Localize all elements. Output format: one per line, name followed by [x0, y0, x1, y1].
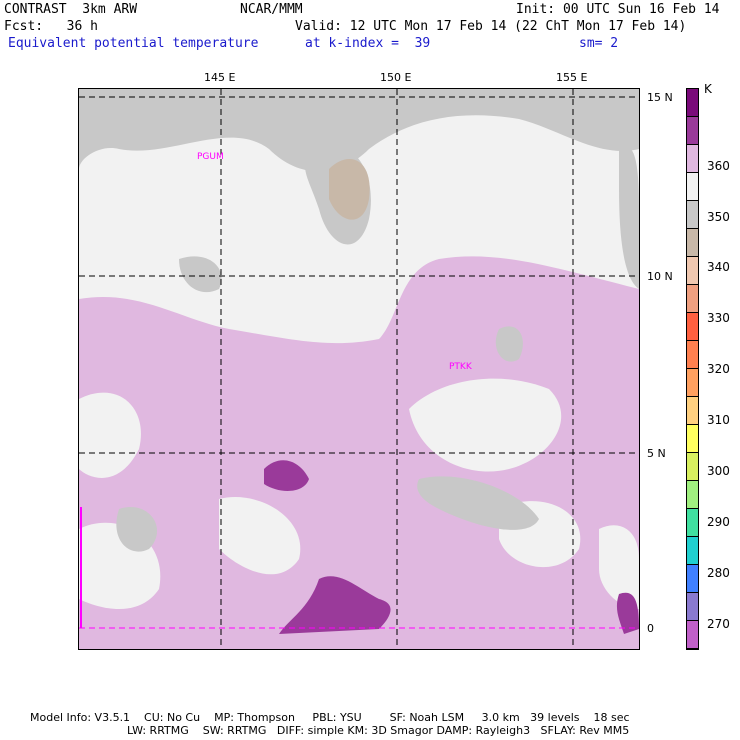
field-355-patch	[219, 497, 301, 575]
field-350-patch	[179, 256, 222, 293]
field-350-patch	[116, 507, 158, 552]
field-345-patch	[329, 159, 370, 220]
colorbar-label-310: 310	[707, 413, 730, 427]
colorbar-segment	[687, 201, 698, 229]
colorbar-segment	[687, 313, 698, 341]
lat-label-5n: 5 N	[647, 447, 666, 460]
colorbar-segment	[687, 621, 698, 649]
field-355-patch	[409, 378, 562, 472]
model-info-line1: Model Info: V3.5.1 CU: No Cu MP: Thompso…	[30, 711, 630, 724]
colorbar-label-320: 320	[707, 362, 730, 376]
init-time: Init: 00 UTC Sun 16 Feb 14	[516, 2, 720, 17]
colorbar-label-330: 330	[707, 311, 730, 325]
colorbar-segment	[687, 89, 698, 117]
valid-time: Valid: 12 UTC Mon 17 Feb 14 (22 ChT Mon …	[295, 19, 687, 34]
grid-lines	[79, 89, 639, 649]
colorbar-label-360: 360	[707, 159, 730, 173]
colorbar-segment	[687, 117, 698, 145]
lat-label-0: 0	[647, 622, 654, 635]
colorbar-segment	[687, 285, 698, 313]
lon-label-150: 150 E	[380, 71, 412, 84]
lat-label-15n: 15 N	[647, 91, 673, 104]
level-label: at k-index = 39	[305, 36, 431, 51]
field-355-patch	[599, 525, 639, 609]
colorbar-segment	[687, 341, 698, 369]
model-info-line2: LW: RRTMG SW: RRTMG DIFF: simple KM: 3D …	[127, 724, 630, 737]
field-365-patch	[264, 460, 309, 491]
map-plot: PGUM PTKK	[78, 88, 640, 650]
colorbar-segment	[687, 145, 698, 173]
colorbar-segment	[687, 369, 698, 397]
center-label: NCAR/MMM	[240, 2, 303, 17]
colorbar-segment	[687, 453, 698, 481]
colorbar-segment	[687, 481, 698, 509]
colorbar-segment	[687, 593, 698, 621]
colorbar-label-300: 300	[707, 464, 730, 478]
field-365-patch	[279, 576, 391, 634]
colorbar-label-340: 340	[707, 260, 730, 274]
colorbar	[686, 88, 699, 650]
colorbar-unit: K	[704, 82, 712, 96]
lon-label-145: 145 E	[204, 71, 236, 84]
colorbar-segment	[687, 537, 698, 565]
colorbar-segment	[687, 257, 698, 285]
colorbar-label-290: 290	[707, 515, 730, 529]
colorbar-segment	[687, 229, 698, 257]
field-350-patch	[79, 89, 639, 172]
field-name: Equivalent potential temperature	[8, 36, 259, 51]
colorbar-segment	[687, 425, 698, 453]
model-title: CONTRAST 3km ARW	[4, 2, 138, 17]
theta-e-field	[79, 89, 639, 649]
station-ptkk: PTKK	[449, 362, 472, 372]
colorbar-segment	[687, 509, 698, 537]
colorbar-label-270: 270	[707, 617, 730, 631]
field-350-patch	[495, 326, 523, 362]
lat-label-10n: 10 N	[647, 270, 673, 283]
field-350-patch	[619, 146, 639, 289]
field-350-patch	[417, 476, 539, 530]
lon-label-155: 155 E	[556, 71, 588, 84]
smoothing-label: sm= 2	[579, 36, 619, 51]
station-pgum: PGUM	[197, 152, 224, 162]
field-365-patch	[616, 592, 639, 634]
field-355-patch	[79, 392, 141, 478]
colorbar-segment	[687, 173, 698, 201]
colorbar-label-350: 350	[707, 210, 730, 224]
colorbar-label-280: 280	[707, 566, 730, 580]
forecast-hour: Fcst: 36 h	[4, 19, 98, 34]
colorbar-segment	[687, 397, 698, 425]
colorbar-segment	[687, 565, 698, 593]
